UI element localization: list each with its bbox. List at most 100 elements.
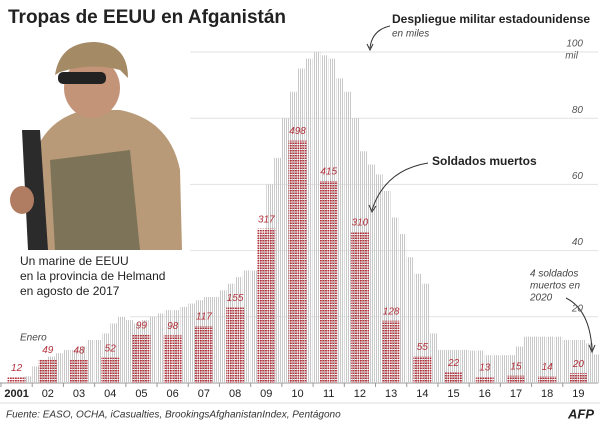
death-label: 99 xyxy=(136,320,148,331)
troop-bar xyxy=(554,336,563,383)
x-tick-label: 2001 xyxy=(4,388,28,400)
troop-bar xyxy=(562,339,570,383)
troop-bar xyxy=(539,336,547,383)
troop-bar xyxy=(63,349,71,383)
photo-vest xyxy=(50,150,140,250)
death-stack xyxy=(70,359,89,383)
arrowhead xyxy=(368,204,377,214)
x-tick-label: 17 xyxy=(510,388,522,400)
troop-bar xyxy=(476,350,485,383)
deaths-2020-note: muertos en xyxy=(530,281,580,292)
death-stack xyxy=(226,307,245,383)
x-tick-label: 06 xyxy=(167,388,179,400)
photo-caption: en agosto de 2017 xyxy=(20,284,120,298)
arrow xyxy=(369,25,391,49)
troop-bar xyxy=(32,366,40,383)
death-label: 20 xyxy=(572,359,585,370)
death-label: 48 xyxy=(73,345,85,356)
troop-bar xyxy=(55,353,63,383)
death-label: 155 xyxy=(227,293,244,304)
troop-bar xyxy=(157,313,165,383)
death-label: 52 xyxy=(105,343,117,354)
troop-bar xyxy=(594,354,600,383)
troop-bar xyxy=(24,376,32,383)
troop-bar xyxy=(305,58,313,384)
troop-bar xyxy=(515,346,524,383)
troop-bar xyxy=(94,339,102,383)
death-label: 49 xyxy=(42,345,54,356)
x-tick-label: 05 xyxy=(135,388,147,400)
death-label: 12 xyxy=(11,363,23,374)
troop-bar xyxy=(313,52,321,383)
troop-bar xyxy=(547,336,555,383)
troop-bar xyxy=(219,290,227,383)
y-tick-label: 40 xyxy=(572,237,584,248)
photo-helmet xyxy=(55,42,128,78)
arrow xyxy=(565,297,593,351)
death-stack xyxy=(506,375,525,383)
troop-bar xyxy=(586,343,594,383)
arrowhead xyxy=(366,43,374,52)
x-tick-label: 03 xyxy=(73,388,85,400)
x-tick-label: 18 xyxy=(541,388,553,400)
troop-bar xyxy=(484,355,492,383)
y-tick-label: 60 xyxy=(572,171,584,182)
troop-bar xyxy=(110,323,118,383)
troop-bar xyxy=(149,316,157,383)
troop-bar xyxy=(453,349,461,383)
troop-bar xyxy=(492,355,500,383)
troop-bar xyxy=(461,349,469,383)
death-stack xyxy=(257,228,276,383)
troop-bar xyxy=(437,349,446,383)
deaths-2020-note: 4 soldados xyxy=(530,269,578,280)
start-note: Enero xyxy=(20,333,47,344)
troop-bar xyxy=(406,257,414,383)
units-note: en miles xyxy=(392,29,429,40)
death-stack xyxy=(413,356,432,383)
photo-rifle xyxy=(22,130,48,250)
troop-bar xyxy=(391,217,399,383)
troop-bar xyxy=(125,320,134,383)
y-tick-label: 20 xyxy=(571,303,584,314)
troop-bar xyxy=(375,174,383,383)
x-tick-label: 13 xyxy=(385,388,397,400)
troop-bar xyxy=(188,303,196,383)
death-stack xyxy=(538,376,557,383)
x-tick-label: 14 xyxy=(416,388,428,400)
troop-bar xyxy=(523,336,531,383)
troop-bar xyxy=(570,339,578,383)
death-stack xyxy=(569,373,588,383)
troop-bar xyxy=(180,306,188,383)
deaths-2020-note: 2020 xyxy=(529,293,553,304)
x-tick-label: 08 xyxy=(229,388,241,400)
photo-hand xyxy=(10,186,34,214)
troop-bar xyxy=(336,78,344,383)
y-unit: mil xyxy=(565,51,579,62)
death-stack xyxy=(163,335,182,383)
death-stack xyxy=(194,326,213,383)
y-tick-label: 80 xyxy=(572,105,584,116)
death-label: 55 xyxy=(417,342,429,353)
death-stack xyxy=(475,376,494,383)
troops-legend: Despliegue militar estadounidense xyxy=(392,12,590,26)
logo: AFP xyxy=(567,406,594,421)
deaths-legend: Soldados muertos xyxy=(432,154,537,168)
troop-bar xyxy=(86,339,95,383)
x-tick-label: 04 xyxy=(104,388,116,400)
death-stack xyxy=(7,377,26,383)
x-tick-label: 11 xyxy=(323,388,334,400)
death-stack xyxy=(101,357,120,383)
troop-bar xyxy=(274,157,282,383)
source: Fuente: EASO, OCHA, iCasualties, Brookin… xyxy=(6,410,341,421)
death-stack xyxy=(444,372,463,383)
death-stack xyxy=(288,140,307,383)
death-label: 498 xyxy=(289,126,306,137)
death-label: 310 xyxy=(352,218,369,229)
troop-bar xyxy=(578,339,586,383)
chart-title: Tropas de EEUU en Afganistán xyxy=(8,7,286,28)
troop-bar xyxy=(500,355,508,383)
troop-bar xyxy=(430,333,438,383)
troop-bar xyxy=(469,350,477,383)
death-stack xyxy=(350,232,369,383)
troop-bar xyxy=(242,270,251,383)
